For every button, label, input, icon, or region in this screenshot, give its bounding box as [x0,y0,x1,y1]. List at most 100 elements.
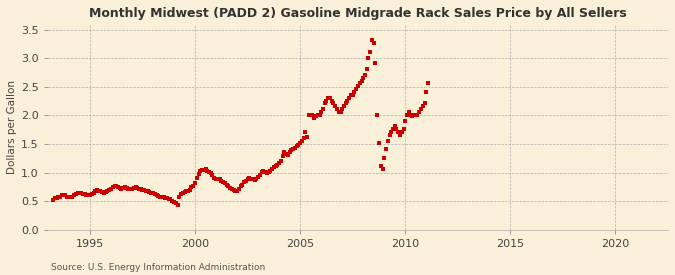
Point [65,195,76,199]
Point [309,116,320,120]
Point [127,186,138,191]
Point [412,113,423,117]
Point [51,196,62,200]
Point [277,154,288,158]
Point [49,196,60,200]
Point [232,189,242,193]
Point [137,188,148,192]
Point [369,41,379,46]
Point [346,93,356,97]
Point [291,144,302,148]
Point [228,188,239,192]
Point [248,177,259,182]
Point [81,193,92,197]
Point [330,104,341,108]
Point [290,146,300,150]
Point [351,87,362,91]
Point [387,127,398,131]
Point [356,78,367,83]
Point [195,169,206,174]
Point [92,188,103,192]
Point [188,183,198,188]
Point [408,113,419,117]
Point [335,110,346,114]
Point [209,175,220,180]
Point [242,177,253,181]
Point [240,178,251,183]
Point [128,186,139,190]
Point [78,192,88,196]
Point [269,165,279,170]
Point [237,182,248,187]
Point [389,124,400,128]
Point [379,156,389,160]
Point [213,177,223,182]
Point [190,181,200,185]
Point [122,186,132,190]
Point [317,107,328,111]
Point [196,168,207,172]
Point [252,174,263,179]
Point [407,114,418,118]
Point [113,185,124,189]
Point [63,195,74,199]
Point [349,90,360,94]
Point [337,107,348,111]
Point [316,110,327,114]
Point [244,175,254,180]
Point [370,61,381,65]
Point [323,95,333,100]
Point [239,180,250,185]
Point [267,167,277,171]
Point [163,197,174,201]
Point [326,98,337,103]
Point [314,113,325,117]
Point [270,164,281,169]
Point [400,118,410,123]
Point [386,130,397,134]
Point [352,84,363,89]
Point [364,50,375,54]
Point [55,194,65,199]
Point [53,195,64,199]
Point [275,158,286,163]
Text: Source: U.S. Energy Information Administration: Source: U.S. Energy Information Administ… [51,263,265,272]
Point [256,170,267,174]
Point [331,107,342,111]
Point [423,81,433,86]
Point [293,142,304,147]
Point [105,186,116,191]
Point [48,198,59,202]
Point [214,177,225,181]
Point [360,73,371,77]
Point [258,169,269,173]
Point [117,186,128,190]
Point [348,93,358,97]
Point [169,200,180,204]
Point [139,188,150,192]
Point [186,185,197,190]
Point [393,130,404,134]
Point [183,189,194,193]
Point [119,185,130,190]
Point [373,141,384,146]
Point [265,169,275,173]
Point [421,90,432,94]
Point [281,152,292,156]
Point [363,56,374,60]
Point [167,198,178,203]
Point [70,192,81,196]
Point [354,81,365,86]
Point [74,190,85,195]
Point [155,195,165,199]
Point [404,110,414,114]
Point [298,136,309,140]
Point [328,101,339,106]
Point [151,193,162,197]
Point [99,190,109,195]
Point [274,161,285,166]
Point [319,101,330,106]
Point [72,191,83,195]
Point [123,186,134,191]
Point [158,195,169,199]
